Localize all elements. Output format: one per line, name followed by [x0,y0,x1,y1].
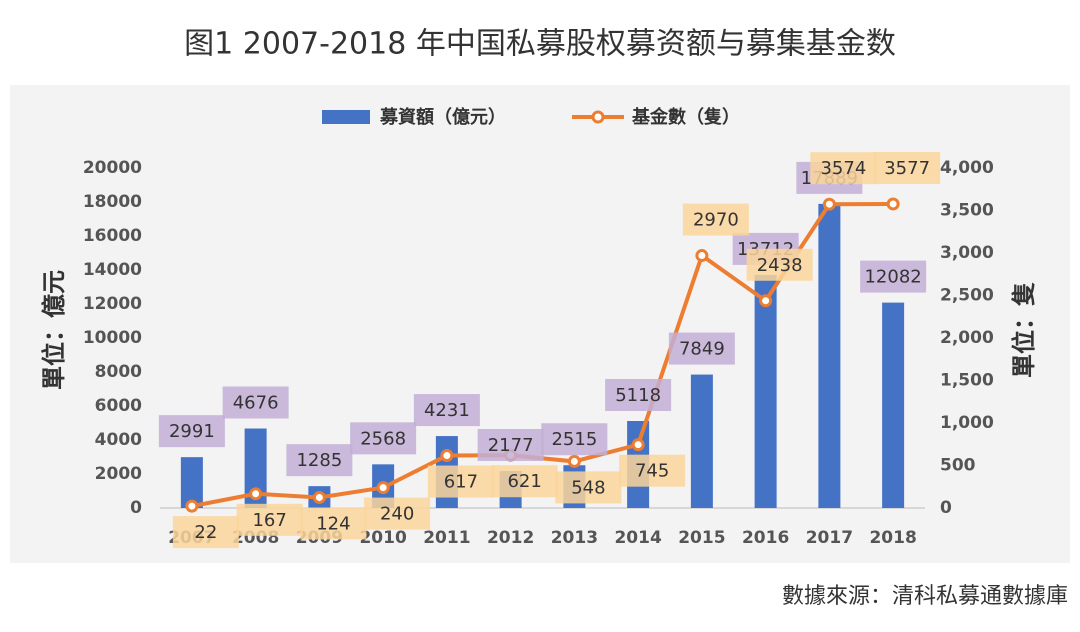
value-label: 7849 [679,339,725,360]
source-note: 數據來源：清科私募通數據庫 [782,584,1068,609]
value-label: 2177 [488,435,534,456]
value-label-box [236,503,303,536]
value-label: 2568 [360,428,406,449]
y2-tick-label: 3,500 [940,201,994,221]
y-tick-label: 2000 [95,464,142,484]
value-label: 621 [507,471,541,492]
x-tick-label: 2012 [487,528,534,548]
line-marker [440,449,454,463]
value-label: 3577 [884,158,930,179]
line-marker [567,454,581,468]
y-tick-label: 6000 [95,396,142,416]
value-label: 3574 [820,158,866,179]
y-tick-label: 4000 [95,430,142,450]
value-label-box [350,422,417,455]
value-label: 2515 [551,429,597,450]
bar [818,203,841,508]
x-tick-label: 2011 [423,528,470,548]
value-label-box [300,507,367,540]
value-label: 12082 [864,267,921,288]
value-label-box [172,516,239,549]
legend-marker [591,110,605,124]
value-label-box [364,497,431,530]
value-label-box [860,260,927,293]
line-marker [759,294,773,308]
line-marker [695,249,709,263]
value-label-box [222,386,289,419]
value-label-box [605,378,672,411]
value-label-box [619,454,686,487]
y2-tick-label: 500 [940,456,976,476]
x-tick-label: 2014 [614,528,661,548]
y-tick-label: 10000 [83,328,142,348]
y-tick-label: 0 [130,498,142,518]
value-label: 2991 [169,421,215,442]
legend-label: 基金數（隻） [631,106,740,128]
y-tick-label: 12000 [83,294,142,314]
legend-swatch [322,110,370,124]
value-label: 745 [635,461,669,482]
x-tick-label: 2013 [551,528,598,548]
value-label: 167 [252,510,286,531]
line-marker [822,197,836,211]
value-label-box [477,428,544,461]
value-label-box [668,332,735,365]
value-label: 617 [444,472,478,493]
y-tick-label: 14000 [83,260,142,280]
value-label-box [413,394,480,427]
value-label-box [158,415,225,448]
value-label: 548 [571,477,605,498]
value-label: 2438 [757,255,803,276]
y-axis-label: 單位：億元 [40,270,68,390]
value-label: 2970 [693,210,739,231]
value-label: 5118 [615,385,661,406]
y2-tick-label: 4,000 [940,158,994,178]
x-tick-label: 2010 [359,528,406,548]
y2-tick-label: 1,500 [940,371,994,391]
value-label: 1285 [296,450,342,471]
y-tick-label: 20000 [83,158,142,178]
legend-label: 募資額（億元） [379,106,506,128]
value-label: 4231 [424,400,470,421]
value-label-box [286,444,353,477]
value-label-box [541,423,608,456]
x-tick-label: 2018 [869,528,916,548]
x-tick-label: 2015 [678,528,725,548]
x-tick-label: 2016 [742,528,789,548]
y-tick-label: 8000 [95,362,142,382]
value-label-box [810,152,877,185]
line-marker [886,197,900,211]
value-label-box [746,248,813,281]
y2-tick-label: 2,000 [940,328,994,348]
line-marker [631,438,645,452]
bar [882,302,905,508]
y-tick-label: 16000 [83,226,142,246]
value-label: 4676 [233,393,279,414]
value-label-box [427,465,494,498]
value-label-box [491,465,558,498]
x-tick-label: 2017 [806,528,853,548]
y-tick-label: 18000 [83,192,142,212]
value-label-box [682,203,749,236]
value-label: 124 [316,513,350,534]
bar [244,428,267,508]
bar [180,457,203,508]
y2-axis-label: 單位：隻 [1010,282,1038,378]
chart-title: 图1 2007-2018 年中国私募股权募资额与募集基金数 [184,27,896,62]
value-label-box [555,471,622,504]
value-label: 240 [380,504,414,525]
line-marker [376,481,390,495]
y2-tick-label: 3,000 [940,243,994,263]
value-label-box [874,151,941,184]
value-label: 22 [194,522,217,543]
bar [754,274,777,508]
line-marker [249,487,263,501]
y2-tick-label: 2,500 [940,286,994,306]
line-marker [312,490,326,504]
bar [690,374,713,508]
y2-tick-label: 1,000 [940,413,994,433]
y2-tick-label: 0 [940,498,952,518]
line-marker [185,499,199,513]
